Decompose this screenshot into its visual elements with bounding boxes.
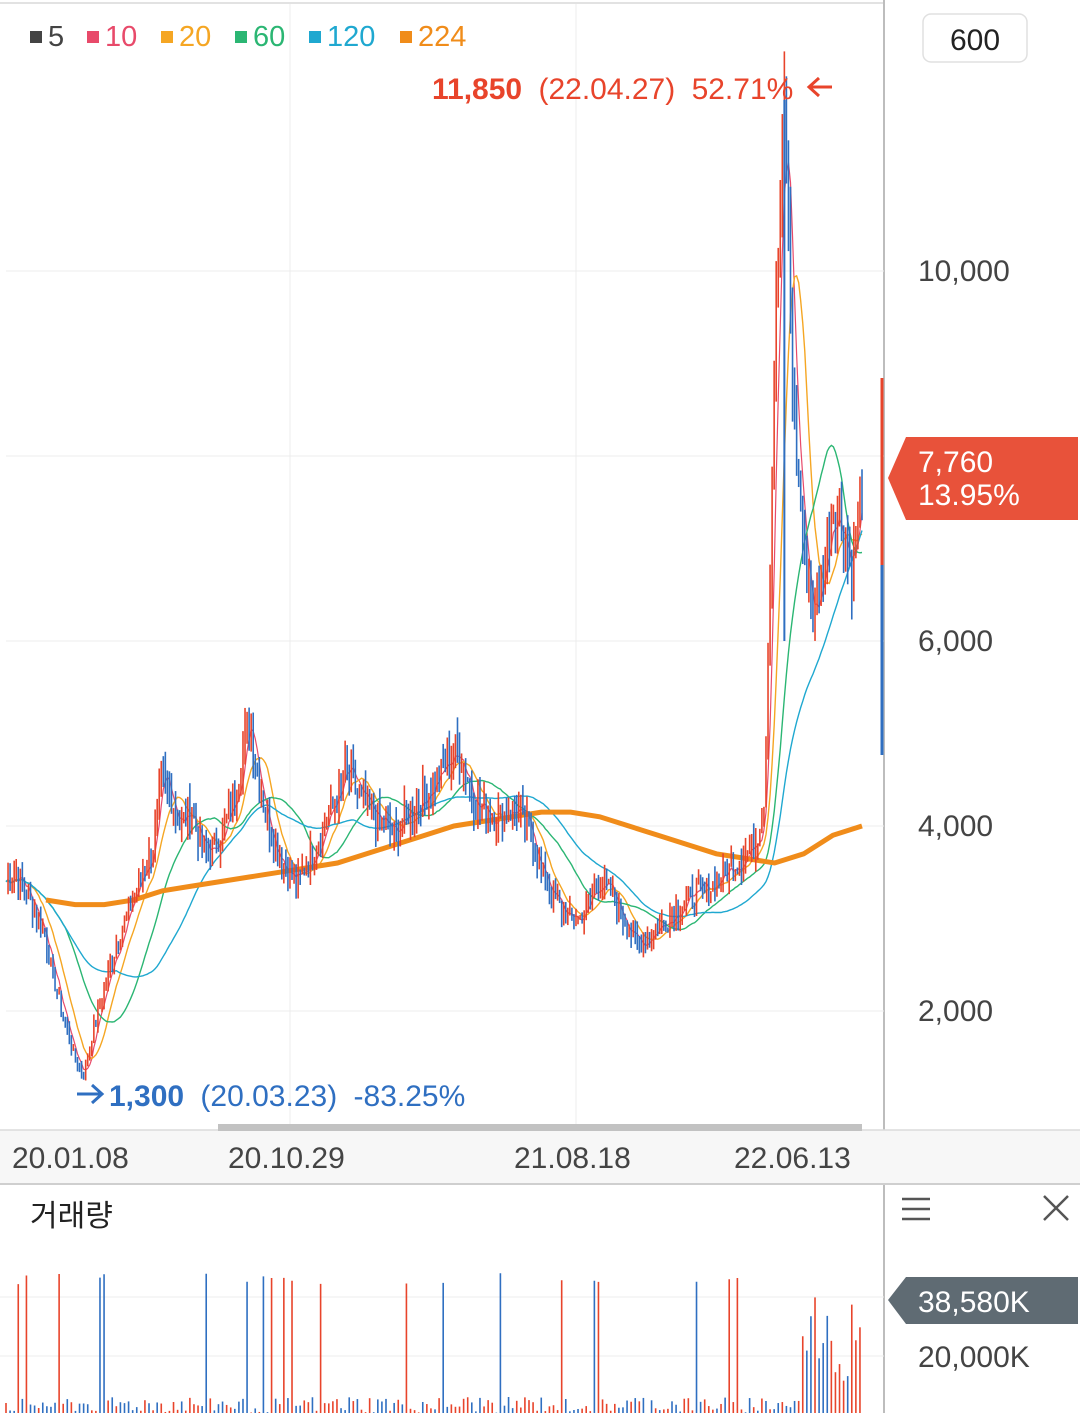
ma224-line bbox=[45, 809, 863, 908]
svg-text:11,850 (22.04.27): 11,850 (22.04.27) 52.71% bbox=[432, 73, 793, 106]
ma120-line bbox=[5, 530, 863, 978]
legend-label-120: 120 bbox=[327, 21, 375, 53]
scroll-bar[interactable] bbox=[218, 1124, 862, 1131]
price-tick-10000: 10,000 bbox=[918, 255, 1010, 288]
low-pct: -83.25% bbox=[354, 1080, 466, 1113]
high-pct: 52.71% bbox=[692, 73, 794, 106]
current-price: 7,760 bbox=[918, 446, 993, 479]
right-arrow-icon bbox=[77, 1083, 105, 1105]
period-selector[interactable]: 600 bbox=[922, 13, 1028, 63]
low-value: 1,300 bbox=[109, 1080, 184, 1113]
date-tick-2: 20.10.29 bbox=[228, 1142, 345, 1175]
legend-swatch-120 bbox=[309, 31, 321, 43]
ma60-line bbox=[5, 444, 863, 1023]
current-price-tag: 7,760 13.95% bbox=[880, 378, 1078, 755]
period-value[interactable]: 600 bbox=[950, 24, 1000, 57]
legend-swatch-60 bbox=[235, 31, 247, 43]
legend-swatch-20 bbox=[161, 31, 173, 43]
horizontal-gridlines bbox=[6, 270, 884, 1012]
legend-swatch-5 bbox=[30, 31, 42, 43]
legend-swatch-10 bbox=[87, 31, 99, 43]
current-change: 13.95% bbox=[918, 479, 1020, 512]
high-date: (22.04.27) bbox=[538, 73, 675, 106]
current-volume: 38,580K bbox=[918, 1286, 1030, 1319]
close-icon[interactable] bbox=[1035, 1188, 1077, 1230]
svg-text:1,300 (20.03.23) -: 1,300 (20.03.23) -83.25% bbox=[109, 1080, 465, 1113]
ma20-line bbox=[5, 274, 863, 1060]
volume-tick: 20,000K bbox=[918, 1341, 1030, 1374]
price-tick-6000: 6,000 bbox=[918, 625, 993, 658]
menu-icon[interactable] bbox=[895, 1190, 939, 1230]
ma10-line bbox=[5, 162, 863, 1071]
left-arrow-icon bbox=[806, 76, 832, 98]
moving-average-lines bbox=[5, 162, 863, 1071]
price-tick-2000: 2,000 bbox=[918, 995, 993, 1028]
legend-swatch-224 bbox=[400, 31, 412, 43]
legend-label-10: 10 bbox=[105, 21, 137, 53]
volume-bars bbox=[5, 1273, 861, 1413]
legend-label-60: 60 bbox=[253, 21, 285, 53]
date-tick-4: 22.06.13 bbox=[734, 1142, 851, 1175]
date-tick-3: 21.08.18 bbox=[514, 1142, 631, 1175]
price-tick-4000: 4,000 bbox=[918, 810, 993, 843]
price-candles bbox=[7, 51, 863, 1081]
current-volume-tag: 38,580K bbox=[888, 1277, 1078, 1324]
legend-label-20: 20 bbox=[179, 21, 211, 53]
vertical-gridlines bbox=[289, 4, 577, 1130]
low-annotation: 1,300 (20.03.23) -83.25% bbox=[77, 1080, 465, 1113]
date-axis-band bbox=[0, 1130, 1080, 1184]
legend-label-224: 224 bbox=[418, 21, 466, 53]
high-value: 11,850 bbox=[432, 73, 522, 106]
low-date: (20.03.23) bbox=[200, 1080, 337, 1113]
high-annotation: 11,850 (22.04.27) 52.71% bbox=[432, 73, 832, 106]
legend-label-5: 5 bbox=[48, 21, 64, 53]
date-tick-1: 20.01.08 bbox=[12, 1142, 129, 1175]
moving-average-legend: 5 10 20 60 120 224 bbox=[30, 21, 466, 53]
volume-title: 거래량 bbox=[30, 1200, 113, 1233]
